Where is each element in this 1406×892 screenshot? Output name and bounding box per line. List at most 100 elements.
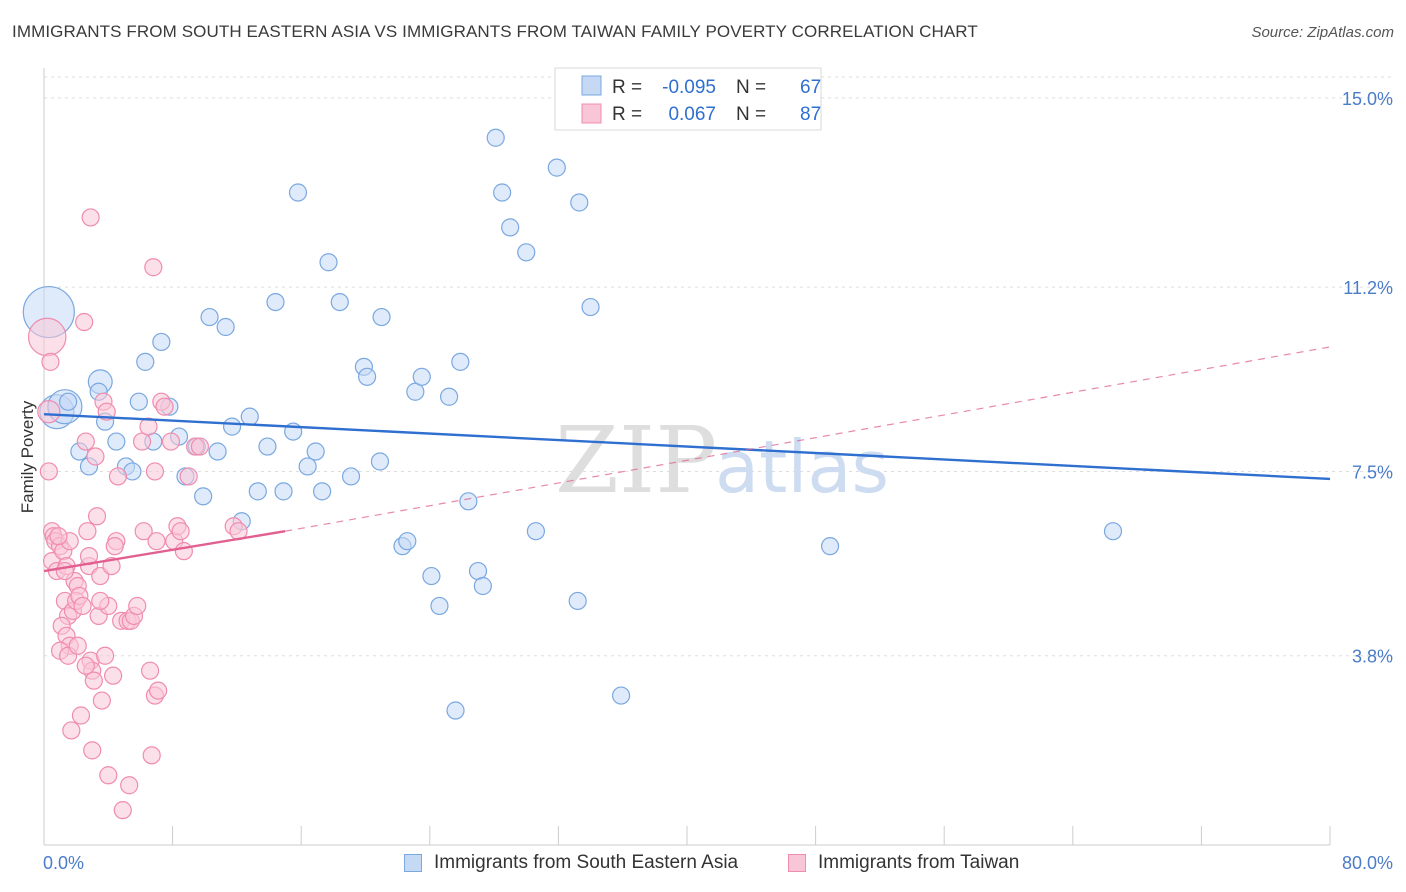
data-point-blue [1103, 522, 1123, 541]
x-tick-label: 80.0% [1342, 853, 1393, 873]
data-point-blue [216, 317, 235, 337]
data-point-blue [59, 392, 78, 411]
data-point-blue [570, 193, 589, 212]
data-point-blue [473, 576, 492, 596]
data-point-pink [190, 437, 210, 456]
data-point-pink [68, 636, 87, 655]
data-point-blue [486, 128, 505, 147]
data-point-pink [76, 432, 95, 451]
trend-line-blue [43, 412, 1331, 481]
data-point-blue [406, 382, 425, 401]
data-point-pink [99, 766, 118, 785]
data-point-blue [298, 457, 317, 476]
data-point-pink [113, 801, 132, 820]
data-point-blue [312, 482, 332, 501]
labels-layer: Family Poverty 3.8% 7.5% 11.2% 15.0% 0.0% 80.… [18, 89, 1393, 873]
data-point-blue [129, 392, 148, 411]
data-point-blue [319, 253, 338, 272]
data-point-pink [134, 522, 153, 541]
data-point-blue [568, 591, 587, 611]
data-point-pink [62, 721, 81, 740]
legend-n-value-pink: 87 [800, 104, 821, 125]
data-point-pink [78, 522, 97, 541]
data-point-pink [92, 691, 111, 710]
data-point-pink [171, 522, 190, 541]
data-point-pink [132, 432, 152, 451]
points-layer [22, 128, 1123, 820]
legend-item-taiwan[interactable]: Immigrants from Taiwan [788, 852, 1019, 874]
data-point-pink [140, 661, 160, 680]
chart-title: IMMIGRANTS FROM SOUTH EASTERN ASIA VS IM… [12, 22, 978, 41]
data-point-pink [73, 596, 92, 616]
legend-n-label-pink: N = [736, 104, 766, 125]
legend-r-value-blue: -0.095 [662, 77, 716, 98]
data-point-blue [107, 432, 126, 451]
data-point-pink [76, 656, 95, 675]
legend-top: R = -0.095 N = 67 R = 0.067 N = 87 [554, 67, 822, 131]
watermark-zip: ZIP [555, 407, 717, 514]
data-point-pink [161, 432, 181, 451]
data-point-pink [75, 312, 94, 332]
legend-swatch-pink [581, 103, 602, 124]
data-point-blue [200, 307, 219, 327]
legend-swatch-taiwan [788, 854, 806, 872]
data-point-pink [39, 462, 58, 481]
data-point-blue [248, 482, 267, 501]
data-point-blue [412, 367, 431, 386]
data-point-blue [258, 437, 277, 456]
y-tick-label: 15.0% [1342, 89, 1393, 109]
y-tick-label: 3.8% [1352, 647, 1393, 667]
data-point-blue [370, 452, 390, 471]
data-point-blue [451, 352, 470, 371]
data-point-blue [422, 566, 441, 586]
data-point-pink [83, 741, 102, 760]
legend-n-label-blue: N = [736, 77, 766, 98]
axes-layer [43, 68, 1331, 846]
data-point-pink [49, 527, 68, 546]
data-point-blue [372, 307, 391, 327]
data-point-pink [91, 591, 110, 611]
data-point-pink [87, 507, 107, 526]
legend-n-value-blue: 67 [800, 77, 821, 98]
legend-r-label-blue: R = [612, 77, 642, 98]
data-point-pink [108, 467, 128, 486]
data-point-pink [81, 208, 100, 227]
data-point-blue [358, 367, 377, 386]
x-tick-label: 0.0% [43, 853, 84, 873]
data-point-pink [55, 561, 74, 581]
data-point-blue [501, 218, 520, 237]
data-point-blue [446, 701, 465, 720]
data-point-pink [174, 542, 193, 561]
bottom-legend: Immigrants from South Eastern Asia Immig… [0, 852, 1406, 878]
watermark-atlas: atlas [715, 425, 889, 509]
data-point-pink [86, 447, 105, 466]
data-point-blue [517, 243, 536, 262]
y-tick-label: 7.5% [1352, 462, 1393, 482]
y-axis-label: Family Poverty [18, 400, 37, 513]
data-point-pink [142, 746, 161, 765]
data-point-blue [240, 407, 259, 426]
data-point-pink [147, 532, 166, 551]
legend-label-south-eastern-asia: Immigrants from South Eastern Asia [434, 852, 739, 873]
data-point-blue [493, 183, 512, 202]
data-point-pink [120, 776, 139, 795]
data-point-blue [581, 297, 600, 317]
data-point-blue [306, 442, 325, 461]
watermark: ZIP atlas [555, 407, 889, 514]
data-point-pink [27, 317, 67, 357]
trend-line-extended-pink [285, 346, 1331, 532]
data-point-blue [288, 183, 308, 202]
trend-line-pink [43, 530, 286, 573]
data-point-pink [95, 646, 115, 665]
legend-item-south-eastern-asia[interactable]: Immigrants from South Eastern Asia [404, 852, 738, 874]
data-point-blue [152, 332, 171, 352]
data-point-blue [439, 387, 459, 406]
data-point-pink [179, 467, 198, 486]
legend-swatch-blue [581, 75, 602, 96]
data-point-blue [194, 487, 213, 506]
data-point-pink [104, 666, 123, 685]
data-point-blue [459, 492, 478, 511]
legend-r-label-pink: R = [612, 104, 642, 125]
data-point-pink [128, 596, 147, 616]
